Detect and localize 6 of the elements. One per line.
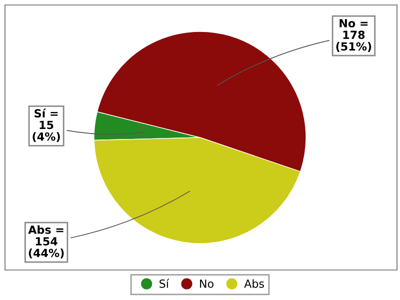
data-label: Abs = 154 (44%) bbox=[28, 225, 64, 258]
data-label: No = 178 (51%) bbox=[336, 19, 372, 52]
legend-label: Sí bbox=[160, 278, 170, 288]
legend-label: Abs bbox=[244, 279, 264, 288]
data-label: Sí = 15 (4%) bbox=[32, 108, 60, 142]
legend-label: No bbox=[200, 280, 214, 288]
